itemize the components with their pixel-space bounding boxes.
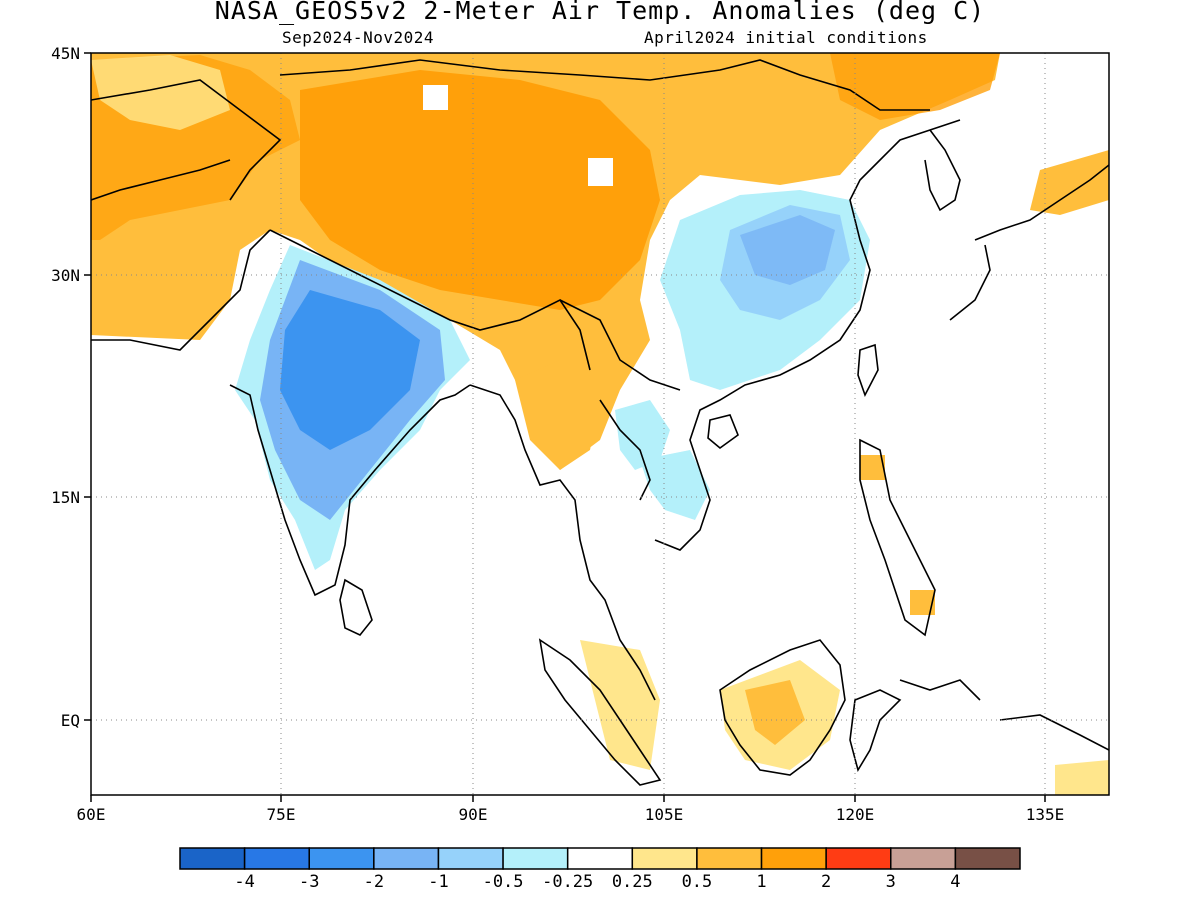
map-title: NASA_GEOS5v2 2-Meter Air Temp. Anomalies… xyxy=(214,0,986,25)
colorbar-swatch xyxy=(760,847,827,870)
lat-label-30n: 30N xyxy=(51,266,80,285)
lon-label-75e: 75E xyxy=(267,805,296,824)
colorbar-label: -4 xyxy=(234,872,255,892)
lon-label-135e: 135E xyxy=(1026,805,1065,824)
colorbar-label: 4 xyxy=(950,872,961,892)
colorbar-swatch xyxy=(243,847,310,870)
colorbar-label: -1 xyxy=(428,872,449,892)
colorbar-label: -0.5 xyxy=(482,872,524,892)
colorbar-label: 1 xyxy=(756,872,767,892)
colorbar-swatch xyxy=(890,847,957,870)
season-label: Sep2024-Nov2024 xyxy=(282,28,434,47)
lat-label-15n: 15N xyxy=(51,488,80,507)
colorbar-label: 2 xyxy=(821,872,832,892)
initial-conditions-label: April2024 initial conditions xyxy=(644,28,928,47)
warm-region xyxy=(91,53,1109,795)
colorbar-label: 0.5 xyxy=(681,872,713,892)
cool-region xyxy=(235,190,870,570)
anomaly-field xyxy=(91,53,1109,795)
lon-label-105e: 105E xyxy=(645,805,684,824)
colorbar-label: -3 xyxy=(298,872,320,892)
lon-label-120e: 120E xyxy=(836,805,875,824)
colorbar-label: -2 xyxy=(363,872,385,892)
lat-label-eq: EQ xyxy=(61,711,80,730)
colorbar-label: -0.25 xyxy=(542,872,594,892)
colorbar-swatch xyxy=(179,847,246,870)
colorbar-swatch xyxy=(954,847,1021,870)
colorbar-swatch xyxy=(566,847,634,870)
graticule xyxy=(91,53,1109,795)
tick-marks xyxy=(84,52,1046,802)
lon-label-60e: 60E xyxy=(77,805,106,824)
colorbar-label: 0.25 xyxy=(611,872,653,892)
colorbar-swatch xyxy=(502,847,569,870)
colorbar-swatch xyxy=(825,847,892,870)
colorbar xyxy=(179,847,1021,870)
colorbar-swatch xyxy=(373,847,440,870)
colorbar-swatch xyxy=(631,847,698,870)
colorbar-label: 3 xyxy=(885,872,896,892)
lon-label-90e: 90E xyxy=(459,805,488,824)
lat-label-45n: 45N xyxy=(51,44,80,63)
colorbar-swatch xyxy=(437,847,504,870)
map-frame xyxy=(90,52,1110,796)
colorbar-swatch xyxy=(308,847,375,870)
colorbar-swatch xyxy=(696,847,763,870)
